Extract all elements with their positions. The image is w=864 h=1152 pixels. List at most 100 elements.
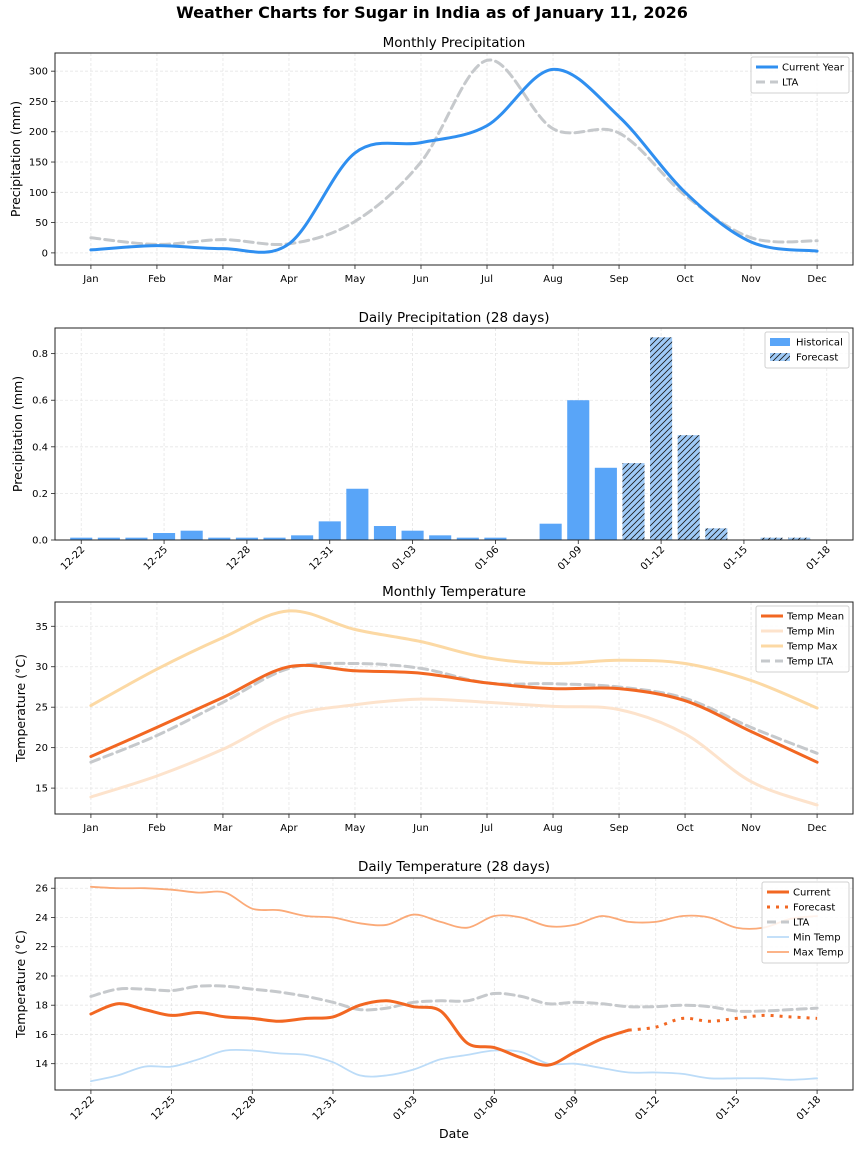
x-tick-label: 12-25 (142, 544, 170, 572)
legend-swatch (770, 353, 790, 361)
chart-title: Monthly Temperature (382, 584, 526, 600)
plot-area (51, 328, 853, 544)
series-line-temp-min (89, 697, 819, 807)
x-tick-label: Jun (412, 823, 429, 834)
axes-frame (54, 327, 854, 541)
bar-historical-01-04 (429, 535, 452, 540)
bar-historical-01-09 (567, 400, 590, 540)
y-axis-label: Temperature (°C) (13, 930, 28, 1039)
bar-historical-12-26 (180, 530, 203, 540)
x-tick-label: 01-09 (553, 1094, 581, 1122)
y-tick-label: 0.4 (32, 442, 48, 453)
plot-area (51, 53, 853, 269)
x-tick-label: Sep (610, 823, 629, 834)
bar-historical-01-03 (401, 530, 424, 540)
legend-label: Forecast (793, 903, 835, 914)
x-tick-label: Jan (82, 823, 98, 834)
x-tick-label: Dec (807, 274, 826, 285)
series-line-current (89, 999, 631, 1067)
bar-historical-12-30 (291, 535, 314, 540)
y-tick-label: 20 (35, 743, 48, 754)
chart-title: Daily Precipitation (28 days) (359, 310, 550, 326)
legend-box (755, 605, 850, 673)
x-tick-label: Jul (480, 823, 493, 834)
legend-label: Temp LTA (786, 657, 833, 668)
monthly-precipitation-chart: Monthly Precipitation 0 50 100 150 200 250 300 J… (8, 35, 854, 285)
legend-item-temp-mean: Temp Mean (761, 612, 844, 623)
x-tick-label: Aug (543, 274, 563, 285)
x-axis-label: Date (439, 1126, 469, 1141)
legend-item-lta: LTA (756, 78, 799, 89)
y-tick-label: 200 (29, 127, 48, 138)
x-tick-label: 12-22 (59, 544, 87, 572)
legend-label: Temp Min (786, 627, 835, 638)
legend-item-max-temp: Max Temp (767, 948, 844, 959)
bar-historical-12-28 (235, 537, 258, 540)
y-tick-label: 35 (35, 622, 48, 633)
legend-item-min-temp: Min Temp (767, 933, 841, 944)
bar-historical-01-06 (484, 537, 507, 540)
legend-label: Historical (796, 338, 843, 349)
x-tick-label: Mar (214, 274, 234, 285)
x-tick-label: Feb (148, 823, 166, 834)
x-tick-label: May (345, 274, 366, 285)
y-tick-label: 0.0 (32, 536, 48, 547)
bar-historical-12-27 (208, 537, 231, 540)
x-tick-label: 12-25 (149, 1094, 177, 1122)
legend-label: Current (793, 888, 831, 899)
plot-area (51, 878, 853, 1094)
bar-forecast-01-17 (788, 537, 811, 540)
legend-item-forecast: Forecast (770, 353, 838, 364)
bar-forecast-01-11 (622, 463, 645, 540)
legend: Temp Mean Temp Min Temp Max Temp LTA (755, 605, 850, 673)
series-line-temp-max (89, 609, 819, 710)
legend-label: Temp Max (786, 642, 838, 653)
x-tick-label: Dec (807, 823, 826, 834)
series-line-lta (89, 58, 819, 246)
legend-label: Forecast (796, 353, 838, 364)
legend-item-historical: Historical (770, 338, 843, 349)
y-tick-label: 0.2 (32, 489, 48, 500)
y-axis-label: Precipitation (mm) (8, 101, 23, 217)
series-line-current-year (89, 67, 819, 254)
legend: Current Year LTA (750, 56, 850, 94)
daily-temperature-chart: Daily Temperature (28 days) 14 16 18 20 22 24 2… (13, 859, 854, 1141)
x-tick-label: 01-15 (714, 1094, 742, 1122)
y-tick-label: 0 (42, 248, 48, 259)
bar-historical-12-31 (318, 521, 341, 540)
series-line-lta (89, 984, 819, 1013)
x-tick-label: May (345, 823, 366, 834)
x-tick-label: 01-18 (795, 1094, 823, 1122)
legend-label: LTA (782, 78, 799, 89)
x-tick-label: Apr (280, 274, 298, 285)
bar-historical-01-10 (594, 467, 617, 540)
daily-precipitation-chart: Daily Precipitation (28 days) 0.0 0.2 0.4 0.… (10, 310, 854, 573)
y-tick-label: 50 (35, 218, 48, 229)
legend-item-lta: LTA (767, 918, 810, 929)
x-tick-label: 01-03 (390, 544, 418, 572)
x-tick-label: 12-28 (225, 544, 253, 572)
x-tick-label: Aug (543, 823, 563, 834)
plot-area (51, 602, 853, 818)
axes-frame (54, 52, 854, 266)
legend-swatch (770, 338, 790, 346)
bar-historical-01-05 (456, 537, 479, 540)
x-tick-label: Jun (412, 274, 429, 285)
legend: Current Forecast LTA Min Temp Max Temp (761, 881, 850, 964)
series-line-temp-lta (89, 661, 819, 764)
y-tick-label: 25 (35, 703, 48, 714)
bar-forecast-01-14 (705, 528, 728, 540)
y-tick-label: 15 (35, 784, 48, 795)
x-tick-label: 12-28 (230, 1094, 258, 1122)
legend-box (761, 881, 850, 964)
legend-item-forecast: Forecast (767, 903, 835, 914)
y-tick-label: 300 (29, 67, 48, 78)
axes-frame (54, 601, 854, 815)
x-tick-label: 01-03 (391, 1094, 419, 1122)
x-tick-label: 01-09 (556, 544, 584, 572)
legend-label: LTA (793, 918, 810, 929)
y-tick-label: 16 (35, 1030, 48, 1041)
y-tick-label: 22 (35, 942, 48, 953)
x-tick-label: Oct (676, 274, 693, 285)
y-tick-label: 14 (35, 1059, 48, 1070)
